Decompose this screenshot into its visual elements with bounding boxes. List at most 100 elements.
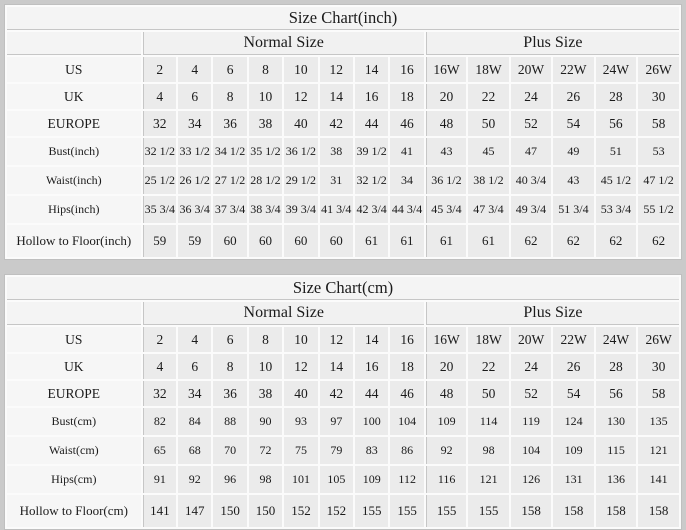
row-label: UK (7, 354, 141, 379)
size-cell: 8 (248, 57, 283, 82)
size-cell: 38 1/2 (468, 167, 509, 194)
size-cell: 49 3/4 (510, 196, 552, 223)
size-cell: 86 (390, 437, 424, 464)
size-cell: 54 (553, 381, 594, 406)
size-cell: 41 (390, 138, 424, 165)
size-cell: 61 (425, 225, 467, 257)
size-cell: 2 (142, 327, 177, 352)
size-cell: 65 (142, 437, 177, 464)
size-cell: 6 (178, 354, 212, 379)
size-cell: 46 (390, 381, 424, 406)
size-cell: 22W (553, 57, 594, 82)
size-cell: 26 (553, 84, 594, 109)
size-cell: 52 (510, 111, 552, 136)
size-cell: 100 (355, 408, 389, 435)
size-cell: 28 (595, 84, 637, 109)
size-cell: 48 (425, 111, 467, 136)
size-cell: 82 (142, 408, 177, 435)
size-cell: 40 3/4 (510, 167, 552, 194)
row-label: Waist(inch) (7, 167, 141, 194)
size-cell: 136 (595, 466, 637, 493)
size-cell: 30 (638, 84, 679, 109)
size-cell: 119 (510, 408, 552, 435)
size-cell: 24W (595, 327, 637, 352)
row-label: EUROPE (7, 381, 141, 406)
size-cell: 62 (595, 225, 637, 257)
size-cell: 14 (354, 57, 389, 82)
size-cell: 109 (355, 466, 389, 493)
size-cell: 75 (284, 437, 318, 464)
size-cell: 33 1/2 (178, 138, 212, 165)
size-cell: 88 (213, 408, 247, 435)
size-cell: 60 (284, 225, 318, 257)
row-label: Bust(inch) (7, 138, 141, 165)
size-cell: 16 (355, 354, 389, 379)
size-cell: 36 1/2 (425, 167, 467, 194)
size-cell: 135 (638, 408, 679, 435)
size-cell: 24 (510, 354, 552, 379)
row-label: Hips(cm) (7, 466, 141, 493)
size-cell: 97 (319, 408, 354, 435)
size-cell: 54 (553, 111, 594, 136)
size-cell: 62 (638, 225, 679, 257)
size-cell: 34 (178, 381, 212, 406)
size-cell: 141 (638, 466, 679, 493)
size-cell: 152 (319, 495, 354, 527)
size-cell: 28 (595, 354, 637, 379)
row-label: Hollow to Floor(inch) (7, 225, 141, 257)
size-cell: 27 1/2 (213, 167, 247, 194)
size-cell: 12 (319, 327, 354, 352)
size-cell: 26W (638, 57, 679, 82)
size-cell: 26 1/2 (178, 167, 212, 194)
size-cell: 18W (468, 57, 509, 82)
size-cell: 16W (425, 57, 467, 82)
size-cell: 34 1/2 (213, 138, 247, 165)
size-cell: 44 (354, 111, 389, 136)
size-cell: 36 3/4 (178, 196, 212, 223)
size-cell: 29 1/2 (284, 167, 318, 194)
row-label: Bust(cm) (7, 408, 141, 435)
size-cell: 8 (213, 354, 247, 379)
size-cell: 32 (142, 381, 177, 406)
size-cell: 105 (319, 466, 354, 493)
size-cell: 39 3/4 (284, 196, 318, 223)
size-cell: 46 (390, 111, 424, 136)
size-cell: 22 (468, 354, 509, 379)
size-cell: 91 (142, 466, 177, 493)
size-cell: 4 (178, 327, 212, 352)
size-cell: 121 (468, 466, 509, 493)
size-cell: 35 3/4 (142, 196, 176, 223)
size-cell: 124 (553, 408, 594, 435)
size-cell: 44 (355, 381, 389, 406)
size-cell: 45 3/4 (425, 196, 467, 223)
size-cell: 98 (468, 437, 509, 464)
size-cell: 45 1/2 (595, 167, 637, 194)
size-cell: 6 (213, 57, 247, 82)
size-cell: 36 1/2 (284, 138, 318, 165)
size-cell: 114 (468, 408, 509, 435)
size-cell: 62 (553, 225, 594, 257)
size-cell: 96 (213, 466, 247, 493)
corner-cell (7, 302, 141, 325)
size-cell: 40 (284, 381, 318, 406)
size-cell: 158 (510, 495, 552, 527)
size-cell: 18W (468, 327, 509, 352)
size-cell: 40 (284, 111, 318, 136)
size-cell: 56 (595, 381, 637, 406)
row-label: Hollow to Floor(cm) (7, 495, 141, 527)
size-cell: 26 (553, 354, 594, 379)
size-cell: 25 1/2 (142, 167, 176, 194)
size-cell: 36 (213, 381, 247, 406)
size-cell: 12 (284, 354, 318, 379)
row-label: US (7, 327, 141, 352)
size-cell: 61 (390, 225, 424, 257)
size-cell: 16 (390, 57, 424, 82)
size-cell: 60 (213, 225, 247, 257)
size-cell: 155 (425, 495, 467, 527)
size-cell: 60 (248, 225, 283, 257)
size-cell: 55 1/2 (638, 196, 679, 223)
size-cell: 61 (468, 225, 509, 257)
size-cell: 44 3/4 (390, 196, 424, 223)
size-cell: 52 (510, 381, 552, 406)
size-cell: 92 (425, 437, 467, 464)
